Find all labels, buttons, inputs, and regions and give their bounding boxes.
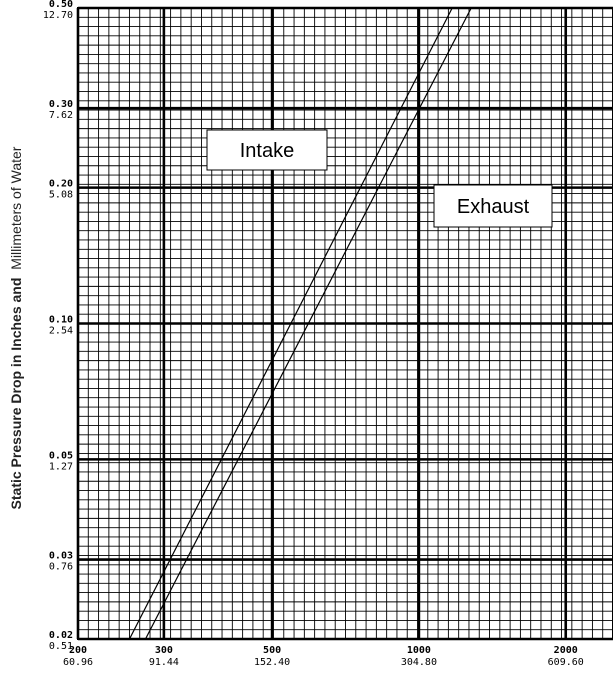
- y-tick-sublabel: 7.62: [49, 110, 73, 121]
- y-tick-label: 0.05: [49, 450, 73, 461]
- y-tick-sublabel: 2.54: [49, 326, 73, 337]
- y-tick-sublabel: 12.70: [43, 10, 73, 21]
- y-tick-sublabel: 1.27: [49, 461, 73, 472]
- y-tick-label: 0.30: [49, 99, 73, 110]
- y-tick-label: 0.03: [49, 551, 73, 562]
- x-tick-label: 200: [69, 645, 87, 656]
- series-line-exhaust: [144, 7, 472, 640]
- x-tick-sublabel: 91.44: [149, 657, 179, 668]
- intake-callout: Intake: [206, 129, 328, 171]
- curves: [128, 7, 472, 640]
- exhaust-callout-box: [433, 184, 553, 228]
- exhaust-callout-label: Exhaust: [457, 196, 530, 218]
- x-tick-label: 1000: [407, 645, 431, 656]
- y-tick-sublabel: 5.08: [49, 190, 73, 201]
- y-axis-label-normal: Millimeters of Water: [8, 146, 24, 270]
- x-tick-label: 300: [155, 645, 173, 656]
- x-tick-sublabel: 60.96: [63, 657, 93, 668]
- x-tick-sublabel: 152.40: [254, 657, 290, 668]
- major-grid: [76, 6, 613, 641]
- intake-callout-box: [206, 129, 328, 171]
- y-tick-label: 0.50: [49, 0, 73, 10]
- y-tick-label: 0.10: [49, 315, 73, 326]
- x-tick-label: 500: [263, 645, 281, 656]
- plot-frame: [77, 7, 613, 640]
- x-tick-sublabel: 304.80: [401, 657, 437, 668]
- exhaust-callout: Exhaust: [433, 184, 553, 228]
- y-axis-label-bold: Static Pressure Drop in Inches and: [8, 278, 24, 510]
- y-tick-sublabel: 0.51: [49, 641, 73, 652]
- y-axis-label: Static Pressure Drop in Inches and Milli…: [8, 146, 24, 509]
- y-tick-label: 0.20: [49, 179, 73, 190]
- x-tick-sublabel: 609.60: [548, 657, 584, 668]
- intake-callout-label: Intake: [240, 140, 294, 162]
- y-tick-sublabel: 0.76: [49, 562, 73, 573]
- y-tick-label: 0.02: [49, 630, 73, 641]
- x-tick-label: 2000: [554, 645, 578, 656]
- series-line-intake: [128, 7, 453, 640]
